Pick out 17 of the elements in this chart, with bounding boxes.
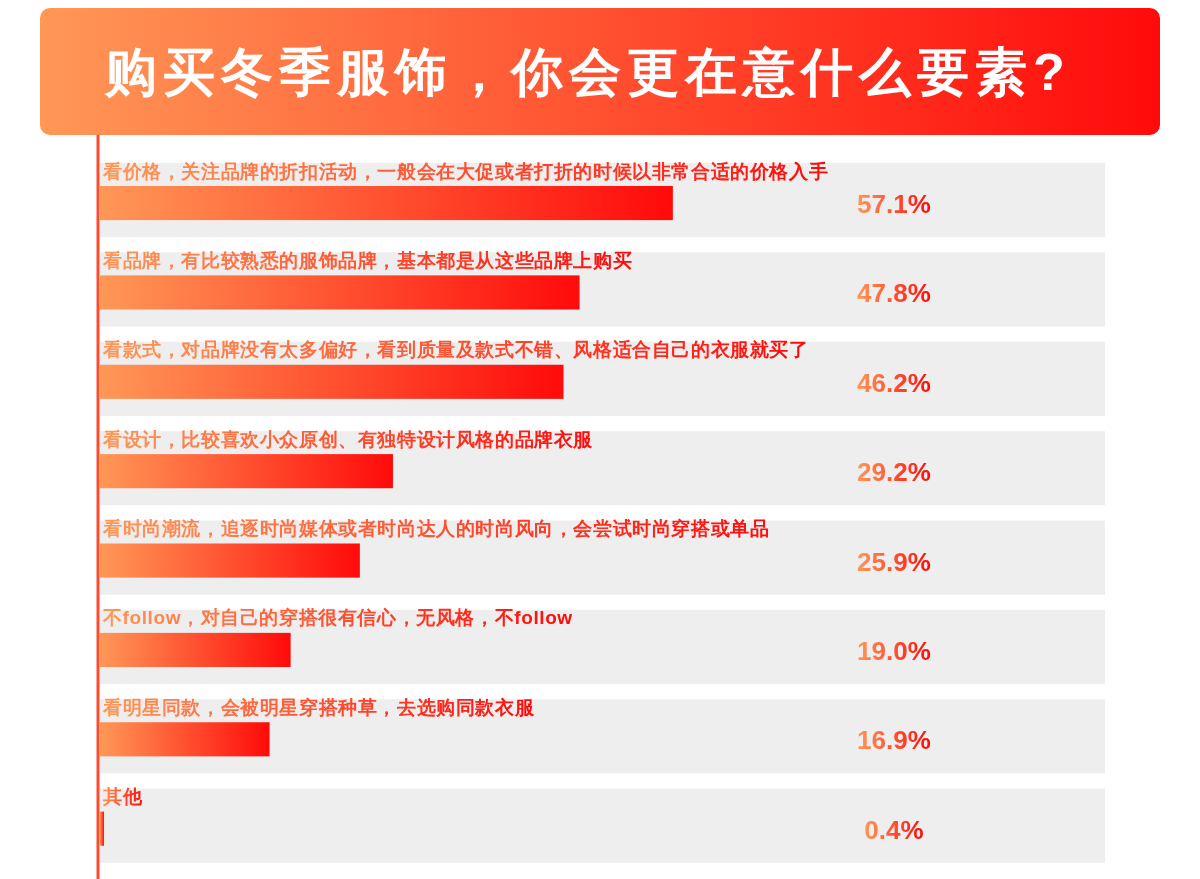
category-label: 看时尚潮流，追逐时尚媒体或者时尚达人的时尚风向，会尝试时尚穿搭或单品 [103, 518, 770, 539]
value-label: 25.9% [857, 546, 931, 577]
category-label: 看品牌，有比较熟悉的服饰品牌，基本都是从这些品牌上购买 [103, 249, 633, 271]
category-label: 看设计，比较喜欢小众原创、有独特设计风格的品牌衣服 [103, 428, 593, 450]
value-label: 47.8% [857, 278, 931, 309]
value-label: 0.4% [864, 814, 924, 845]
value-label: 57.1% [857, 189, 931, 220]
category-label: 看明星同款，会被明星穿搭种草，去选购同款衣服 [103, 696, 535, 718]
category-label: 不follow，对自己的穿搭很有信心，无风格，不follow [103, 607, 573, 629]
category-label: 看款式，对品牌没有太多偏好，看到质量及款式不错、风格适合自己的衣服就买了 [103, 339, 809, 361]
value-label: 29.2% [857, 457, 931, 488]
title: 购买冬季服饰，你会更在意什么要素? [105, 43, 1071, 101]
category-label: 其他 [103, 786, 143, 808]
value-label: 16.9% [857, 725, 931, 756]
category-label: 看价格，关注品牌的折扣活动，一般会在大促或者打折的时候以非常合适的价格入手 [103, 160, 829, 182]
value-label: 46.2% [857, 367, 931, 398]
value-label: 19.0% [857, 635, 931, 666]
